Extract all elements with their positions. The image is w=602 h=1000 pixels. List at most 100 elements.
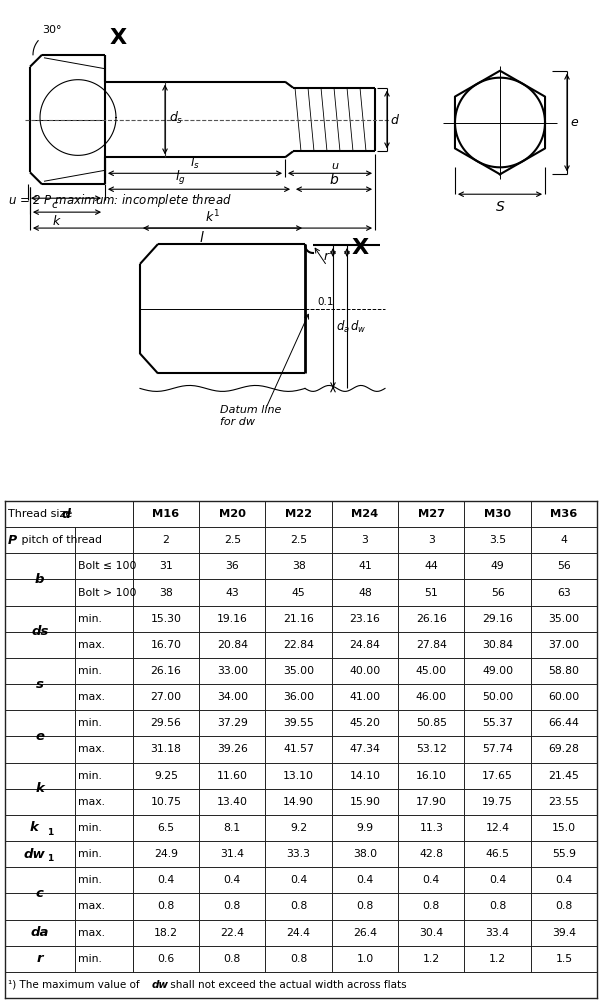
Text: M24: M24 bbox=[352, 509, 379, 519]
Text: 0.4: 0.4 bbox=[423, 875, 440, 885]
Text: 26.4: 26.4 bbox=[353, 928, 377, 938]
Text: 21.45: 21.45 bbox=[548, 771, 580, 781]
Text: 18.2: 18.2 bbox=[154, 928, 178, 938]
Text: 43: 43 bbox=[225, 588, 239, 598]
Text: X: X bbox=[110, 28, 126, 48]
Text: min.: min. bbox=[78, 849, 102, 859]
Text: $k$: $k$ bbox=[52, 214, 62, 228]
Text: 19.75: 19.75 bbox=[482, 797, 513, 807]
Text: P: P bbox=[8, 534, 17, 547]
Text: Thread size: Thread size bbox=[8, 509, 75, 519]
Text: 29.56: 29.56 bbox=[150, 718, 181, 728]
Text: 0.8: 0.8 bbox=[290, 954, 307, 964]
Text: d: d bbox=[61, 508, 70, 521]
Text: 37.00: 37.00 bbox=[548, 640, 580, 650]
Text: 33.4: 33.4 bbox=[486, 928, 510, 938]
Text: 49.00: 49.00 bbox=[482, 666, 514, 676]
Text: 45.00: 45.00 bbox=[416, 666, 447, 676]
Text: 0.6: 0.6 bbox=[157, 954, 175, 964]
Text: max.: max. bbox=[78, 692, 105, 702]
Text: 31: 31 bbox=[159, 561, 173, 571]
Text: 26.16: 26.16 bbox=[416, 614, 447, 624]
Text: M22: M22 bbox=[285, 509, 312, 519]
Text: 24.84: 24.84 bbox=[350, 640, 380, 650]
Text: 50.00: 50.00 bbox=[482, 692, 514, 702]
Text: $c$: $c$ bbox=[51, 200, 59, 210]
Text: 50.85: 50.85 bbox=[416, 718, 447, 728]
Text: 30°: 30° bbox=[42, 25, 61, 35]
Text: 23.55: 23.55 bbox=[548, 797, 580, 807]
Text: 0.8: 0.8 bbox=[290, 901, 307, 911]
Text: 1: 1 bbox=[47, 828, 54, 837]
Text: $e$: $e$ bbox=[570, 116, 579, 129]
Text: $u$: $u$ bbox=[330, 161, 340, 171]
Text: min.: min. bbox=[78, 771, 102, 781]
Text: 36: 36 bbox=[225, 561, 239, 571]
Text: 29.16: 29.16 bbox=[482, 614, 513, 624]
Text: 55.9: 55.9 bbox=[552, 849, 576, 859]
Text: da: da bbox=[31, 926, 49, 939]
Text: 45.20: 45.20 bbox=[350, 718, 380, 728]
Text: min.: min. bbox=[78, 614, 102, 624]
Text: 3.5: 3.5 bbox=[489, 535, 506, 545]
Text: k: k bbox=[29, 821, 39, 834]
Text: 39.4: 39.4 bbox=[552, 928, 576, 938]
Text: 13.10: 13.10 bbox=[283, 771, 314, 781]
Text: $d_w$: $d_w$ bbox=[350, 319, 366, 335]
Text: 30.4: 30.4 bbox=[419, 928, 444, 938]
Text: Datum line: Datum line bbox=[220, 405, 281, 415]
Text: 53.12: 53.12 bbox=[416, 744, 447, 754]
Text: r: r bbox=[37, 952, 43, 965]
Text: 0.4: 0.4 bbox=[556, 875, 573, 885]
Text: 0.4: 0.4 bbox=[224, 875, 241, 885]
Text: min.: min. bbox=[78, 875, 102, 885]
Text: 45: 45 bbox=[292, 588, 305, 598]
Text: 41.57: 41.57 bbox=[283, 744, 314, 754]
Text: 0.8: 0.8 bbox=[556, 901, 573, 911]
Text: 31.18: 31.18 bbox=[150, 744, 181, 754]
Text: M30: M30 bbox=[484, 509, 511, 519]
Text: 4: 4 bbox=[560, 535, 568, 545]
Text: 33.00: 33.00 bbox=[217, 666, 248, 676]
Text: 39.26: 39.26 bbox=[217, 744, 247, 754]
Text: 0.4: 0.4 bbox=[290, 875, 307, 885]
Text: max.: max. bbox=[78, 744, 105, 754]
Text: 15.0: 15.0 bbox=[552, 823, 576, 833]
Text: 0.8: 0.8 bbox=[157, 901, 175, 911]
Text: 17.90: 17.90 bbox=[416, 797, 447, 807]
Text: 0.8: 0.8 bbox=[224, 954, 241, 964]
Text: for dw: for dw bbox=[220, 417, 255, 427]
Text: 49: 49 bbox=[491, 561, 504, 571]
Text: 56: 56 bbox=[491, 588, 504, 598]
Text: 8.1: 8.1 bbox=[224, 823, 241, 833]
Text: 36.00: 36.00 bbox=[283, 692, 314, 702]
Text: $l_g$: $l_g$ bbox=[175, 169, 185, 187]
Text: 66.44: 66.44 bbox=[548, 718, 580, 728]
Text: M36: M36 bbox=[550, 509, 578, 519]
Text: c: c bbox=[36, 887, 44, 900]
Text: ds: ds bbox=[31, 625, 48, 638]
Text: Bolt ≤ 100: Bolt ≤ 100 bbox=[78, 561, 136, 571]
Text: 2: 2 bbox=[163, 535, 169, 545]
Text: 40.00: 40.00 bbox=[349, 666, 380, 676]
Text: 33.3: 33.3 bbox=[287, 849, 311, 859]
Text: $d_s$: $d_s$ bbox=[169, 109, 184, 126]
Text: 21.16: 21.16 bbox=[283, 614, 314, 624]
Text: $l$: $l$ bbox=[199, 230, 205, 245]
Text: 51: 51 bbox=[424, 588, 438, 598]
Text: ¹) The maximum value of: ¹) The maximum value of bbox=[8, 980, 143, 990]
Text: 46.5: 46.5 bbox=[486, 849, 510, 859]
Text: 35.00: 35.00 bbox=[283, 666, 314, 676]
Text: min.: min. bbox=[78, 666, 102, 676]
Text: M16: M16 bbox=[152, 509, 179, 519]
Text: 9.9: 9.9 bbox=[356, 823, 373, 833]
Text: $b$: $b$ bbox=[329, 172, 339, 187]
Text: 20.84: 20.84 bbox=[217, 640, 248, 650]
Text: 38: 38 bbox=[159, 588, 173, 598]
Text: 0.1: 0.1 bbox=[317, 297, 334, 307]
Text: 14.10: 14.10 bbox=[350, 771, 380, 781]
Text: 0.8: 0.8 bbox=[423, 901, 440, 911]
Text: 2.5: 2.5 bbox=[224, 535, 241, 545]
Text: X: X bbox=[352, 238, 368, 258]
Text: 63: 63 bbox=[557, 588, 571, 598]
